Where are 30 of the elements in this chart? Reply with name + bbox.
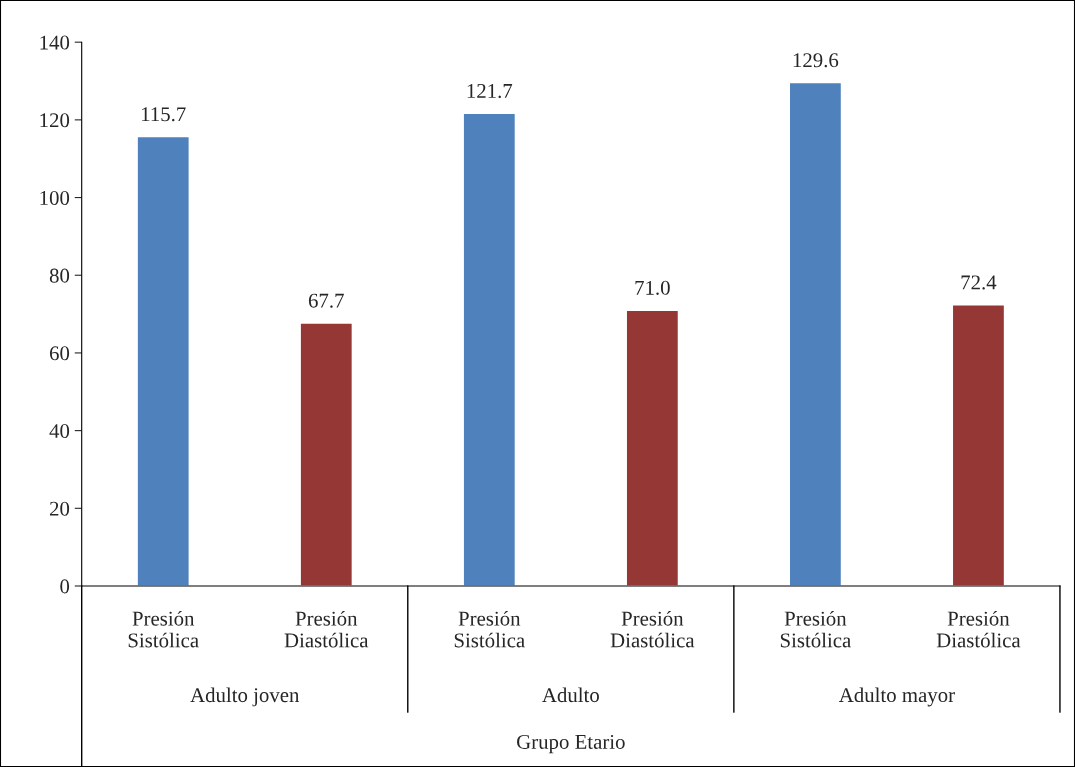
data-label: 72.4 — [961, 275, 997, 290]
y-tick-label: 100 — [40, 190, 70, 205]
y-tick-label: 60 — [49, 346, 70, 361]
text: Adulto joven — [190, 687, 300, 707]
x-tick-label: Presión Diastólica — [284, 610, 369, 648]
y-tick-label: 80 — [49, 268, 70, 283]
x-tick-label: Presión Sistólica — [780, 610, 851, 648]
data-label: 129.6 — [793, 53, 839, 68]
bar — [951, 304, 1006, 586]
data-label: 115.7 — [142, 107, 186, 122]
bar — [462, 112, 517, 586]
text: Adulto — [542, 687, 599, 703]
y-tick-label: 0 — [60, 579, 70, 594]
y-tick-label: 140 — [40, 35, 70, 50]
y-tick-label: 120 — [40, 113, 70, 128]
y-tick-label: 20 — [49, 501, 70, 516]
data-label: 121.7 — [467, 83, 513, 99]
bar — [788, 81, 843, 586]
x-axis-title: Grupo Etario — [517, 734, 625, 754]
y-tick-label: 40 — [49, 423, 70, 439]
bar — [136, 135, 191, 586]
x-tick-label: Presión Diastólica — [610, 610, 695, 648]
x-tick-label: Presión Sistólica — [128, 610, 199, 648]
x-tick-label: Presión Diastólica — [936, 610, 1021, 648]
bar — [625, 309, 680, 586]
x-tick-label: Presión Sistólica — [454, 610, 525, 648]
text: Adulto mayor — [838, 687, 955, 707]
bar — [299, 322, 354, 586]
data-label: 71.0 — [635, 280, 670, 295]
data-label: 67.7 — [308, 293, 344, 308]
